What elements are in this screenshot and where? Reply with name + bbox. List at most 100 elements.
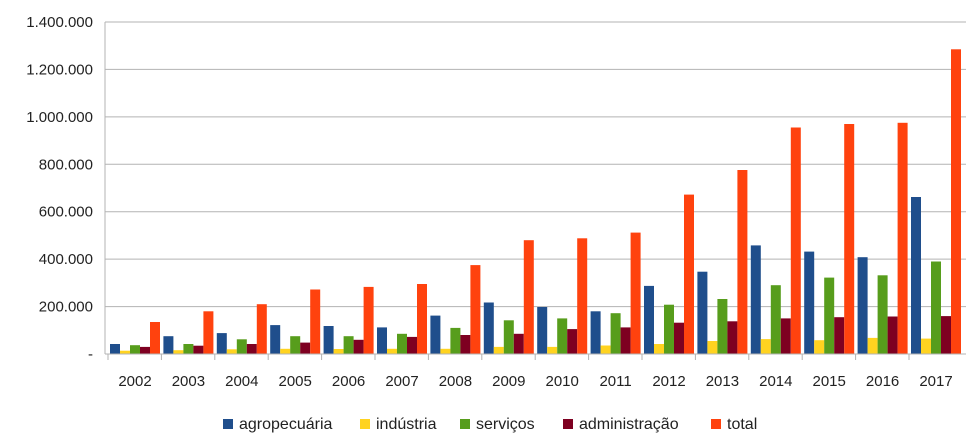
bar-agropecuária-2008 <box>430 315 441 354</box>
bar-agropecuária-2002 <box>110 344 120 354</box>
bar-indústria-2005 <box>280 348 291 354</box>
legend-label: agropecuária <box>239 416 333 433</box>
bar-administração-2008 <box>460 335 471 354</box>
x-tick-label: 2005 <box>279 373 312 390</box>
bar-agropecuária-2007 <box>377 327 387 354</box>
y-tick-label: 400.000 <box>39 251 93 268</box>
bar-serviços-2008 <box>450 327 461 354</box>
bar-agropecuária-2004 <box>216 333 227 354</box>
x-tick-label: 2012 <box>652 373 685 390</box>
bar-total-2005 <box>310 289 321 354</box>
bar-administração-2016 <box>887 316 898 354</box>
x-tick-label: 2016 <box>866 373 899 390</box>
bar-agropecuária-2016 <box>857 257 868 354</box>
bar-agropecuária-2013 <box>697 271 708 354</box>
bar-total-2009 <box>523 240 534 354</box>
bar-administração-2006 <box>353 339 364 354</box>
bar-agropecuária-2017 <box>911 197 921 354</box>
bar-agropecuária-2012 <box>644 285 654 354</box>
gridlines <box>104 21 966 355</box>
bar-serviços-2009 <box>503 320 514 354</box>
bar-total-2013 <box>737 170 748 354</box>
bar-indústria-2002 <box>120 350 130 354</box>
legend-swatch-agropecuária <box>223 419 233 429</box>
bar-total-2002 <box>150 322 160 354</box>
bar-agropecuária-2010 <box>537 307 548 354</box>
bar-indústria-2012 <box>654 344 664 354</box>
bar-serviços-2010 <box>557 318 568 354</box>
bar-administração-2007 <box>407 336 417 354</box>
legend-swatch-indústria <box>360 419 370 429</box>
legend-swatch-serviços <box>460 419 470 429</box>
bar-administração-2014 <box>780 318 791 354</box>
bar-indústria-2009 <box>493 346 504 354</box>
bar-agropecuária-2003 <box>163 336 174 354</box>
bar-administração-2011 <box>620 327 631 354</box>
bar-total-2006 <box>363 286 374 354</box>
bar-indústria-2010 <box>547 346 558 354</box>
bar-serviços-2003 <box>183 344 194 354</box>
bar-serviços-2017 <box>931 261 941 354</box>
y-tick-label: 800.000 <box>39 156 93 173</box>
bar-administração-2003 <box>193 345 204 354</box>
bar-serviços-2002 <box>130 345 140 354</box>
bar-total-2008 <box>470 265 481 354</box>
y-tick-label: - <box>88 346 93 363</box>
x-tick-label: 2004 <box>225 373 258 390</box>
x-tick-label: 2006 <box>332 373 365 390</box>
legend-label: total <box>727 416 757 433</box>
bar-administração-2015 <box>834 317 845 354</box>
bar-administração-2009 <box>513 333 524 354</box>
bar-serviços-2014 <box>770 285 781 354</box>
bars <box>110 49 961 355</box>
bar-agropecuária-2009 <box>483 302 494 354</box>
bar-indústria-2004 <box>226 349 237 354</box>
bar-indústria-2003 <box>173 350 184 354</box>
x-tick-label: 2010 <box>546 373 579 390</box>
bar-total-2012 <box>684 194 694 354</box>
y-tick-label: 200.000 <box>39 299 93 316</box>
bar-indústria-2006 <box>333 349 344 354</box>
x-tick-label: 2015 <box>813 373 846 390</box>
bar-administração-2005 <box>300 342 311 354</box>
bar-agropecuária-2011 <box>590 311 601 354</box>
bar-total-2007 <box>417 284 427 354</box>
bar-administração-2017 <box>941 316 951 354</box>
bar-serviços-2005 <box>290 336 301 354</box>
bar-agropecuária-2006 <box>323 326 334 354</box>
x-tick-label: 2008 <box>439 373 472 390</box>
x-tick-label: 2011 <box>599 373 631 390</box>
legend: agropecuária indústria serviços administraç… <box>223 416 757 433</box>
bar-agropecuária-2015 <box>804 251 815 354</box>
y-tick-label: 600.000 <box>39 204 93 221</box>
y-tick-label: 1.000.000 <box>26 109 93 126</box>
legend-label: serviços <box>476 416 535 433</box>
bar-indústria-2007 <box>387 348 397 354</box>
bar-serviços-2012 <box>664 304 674 354</box>
x-axis-ticks: 2002 2003 2004 2005 2006 2007 2008 2009 2010 2011… <box>105 353 966 390</box>
bar-serviços-2004 <box>236 339 247 354</box>
bar-indústria-2016 <box>867 337 878 354</box>
bar-total-2004 <box>256 304 267 354</box>
bar-administração-2002 <box>140 346 150 354</box>
bar-serviços-2016 <box>877 275 888 354</box>
x-tick-label: 2009 <box>492 373 525 390</box>
bar-total-2017 <box>951 49 961 355</box>
bar-agropecuária-2005 <box>270 325 281 354</box>
legend-swatch-total <box>711 419 721 429</box>
x-tick-label: 2013 <box>706 373 739 390</box>
y-tick-label: 1.400.000 <box>26 14 93 31</box>
legend-label: administração <box>579 416 679 433</box>
bar-indústria-2014 <box>760 339 771 354</box>
bar-serviços-2013 <box>717 299 728 354</box>
bar-administração-2013 <box>727 321 738 354</box>
bar-indústria-2011 <box>600 345 611 354</box>
bar-total-2003 <box>203 311 214 354</box>
x-tick-label: 2017 <box>919 373 952 390</box>
bar-total-2015 <box>844 124 855 354</box>
bar-administração-2010 <box>567 329 578 354</box>
x-tick-label: 2003 <box>172 373 205 390</box>
bar-indústria-2017 <box>921 338 931 354</box>
bar-administração-2012 <box>674 322 684 354</box>
